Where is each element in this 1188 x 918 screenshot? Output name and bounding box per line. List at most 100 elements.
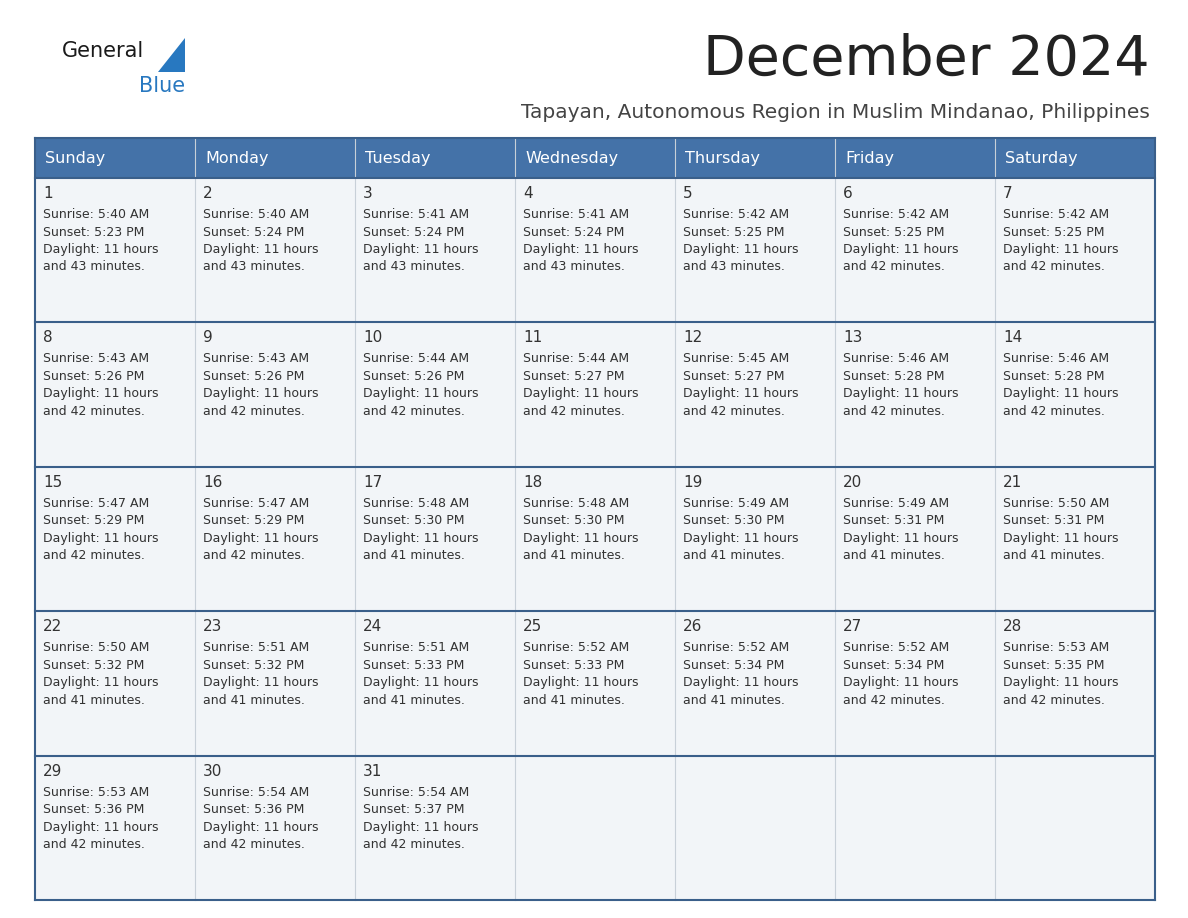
Text: Sunrise: 5:43 AM: Sunrise: 5:43 AM: [203, 353, 309, 365]
Text: Daylight: 11 hours: Daylight: 11 hours: [43, 532, 158, 544]
Text: Daylight: 11 hours: Daylight: 11 hours: [1003, 243, 1118, 256]
Text: Daylight: 11 hours: Daylight: 11 hours: [683, 677, 798, 689]
Bar: [34, 322, 195, 466]
Text: Sunset: 5:24 PM: Sunset: 5:24 PM: [364, 226, 465, 239]
Bar: [34, 138, 195, 178]
Text: 19: 19: [683, 475, 702, 490]
Text: and 42 minutes.: and 42 minutes.: [523, 405, 625, 418]
Text: Wednesday: Wednesday: [525, 151, 618, 165]
Text: 24: 24: [364, 620, 383, 634]
Text: 29: 29: [43, 764, 63, 778]
Text: Sunset: 5:29 PM: Sunset: 5:29 PM: [203, 514, 304, 527]
Text: 28: 28: [1003, 620, 1022, 634]
Text: Daylight: 11 hours: Daylight: 11 hours: [1003, 387, 1118, 400]
Text: 18: 18: [523, 475, 542, 490]
Text: Sunrise: 5:52 AM: Sunrise: 5:52 AM: [523, 641, 630, 655]
Text: Sunset: 5:29 PM: Sunset: 5:29 PM: [43, 514, 145, 527]
Text: and 42 minutes.: and 42 minutes.: [203, 549, 305, 563]
Text: Sunset: 5:35 PM: Sunset: 5:35 PM: [1003, 659, 1105, 672]
Text: Daylight: 11 hours: Daylight: 11 hours: [364, 387, 479, 400]
Bar: [195, 466, 355, 611]
Text: Sunset: 5:26 PM: Sunset: 5:26 PM: [203, 370, 304, 383]
Text: Sunrise: 5:48 AM: Sunrise: 5:48 AM: [364, 497, 469, 509]
Text: and 42 minutes.: and 42 minutes.: [1003, 405, 1105, 418]
Text: and 41 minutes.: and 41 minutes.: [523, 694, 625, 707]
Bar: [996, 178, 1155, 322]
Text: and 42 minutes.: and 42 minutes.: [843, 261, 944, 274]
Text: 2: 2: [203, 186, 213, 201]
Bar: [516, 322, 675, 466]
Text: Sunset: 5:32 PM: Sunset: 5:32 PM: [203, 659, 304, 672]
Bar: [835, 178, 996, 322]
Text: Daylight: 11 hours: Daylight: 11 hours: [683, 532, 798, 544]
Text: Sunset: 5:26 PM: Sunset: 5:26 PM: [364, 370, 465, 383]
Bar: [835, 756, 996, 900]
Text: 30: 30: [203, 764, 222, 778]
Text: Friday: Friday: [845, 151, 895, 165]
Text: Sunset: 5:24 PM: Sunset: 5:24 PM: [203, 226, 304, 239]
Text: and 43 minutes.: and 43 minutes.: [43, 261, 145, 274]
Bar: [355, 466, 516, 611]
Text: and 43 minutes.: and 43 minutes.: [683, 261, 785, 274]
Text: and 41 minutes.: and 41 minutes.: [843, 549, 944, 563]
Polygon shape: [158, 38, 185, 72]
Text: 8: 8: [43, 330, 52, 345]
Text: Daylight: 11 hours: Daylight: 11 hours: [203, 243, 318, 256]
Text: and 43 minutes.: and 43 minutes.: [523, 261, 625, 274]
Text: 27: 27: [843, 620, 862, 634]
Text: Sunrise: 5:48 AM: Sunrise: 5:48 AM: [523, 497, 630, 509]
Bar: [195, 322, 355, 466]
Text: Sunrise: 5:41 AM: Sunrise: 5:41 AM: [364, 208, 469, 221]
Text: Sunrise: 5:44 AM: Sunrise: 5:44 AM: [523, 353, 630, 365]
Text: Sunset: 5:26 PM: Sunset: 5:26 PM: [43, 370, 145, 383]
Text: and 42 minutes.: and 42 minutes.: [203, 405, 305, 418]
Text: Daylight: 11 hours: Daylight: 11 hours: [203, 821, 318, 834]
Bar: [835, 322, 996, 466]
Text: and 43 minutes.: and 43 minutes.: [203, 261, 305, 274]
Text: Sunrise: 5:54 AM: Sunrise: 5:54 AM: [203, 786, 309, 799]
Text: Sunset: 5:34 PM: Sunset: 5:34 PM: [683, 659, 784, 672]
Text: and 42 minutes.: and 42 minutes.: [43, 405, 145, 418]
Bar: [355, 611, 516, 756]
Bar: [996, 138, 1155, 178]
Text: Sunrise: 5:44 AM: Sunrise: 5:44 AM: [364, 353, 469, 365]
Text: 31: 31: [364, 764, 383, 778]
Text: Thursday: Thursday: [685, 151, 760, 165]
Text: 10: 10: [364, 330, 383, 345]
Bar: [355, 322, 516, 466]
Text: Daylight: 11 hours: Daylight: 11 hours: [1003, 532, 1118, 544]
Text: Sunrise: 5:47 AM: Sunrise: 5:47 AM: [43, 497, 150, 509]
Text: Sunrise: 5:42 AM: Sunrise: 5:42 AM: [683, 208, 789, 221]
Text: Daylight: 11 hours: Daylight: 11 hours: [523, 243, 638, 256]
Bar: [835, 611, 996, 756]
Text: and 42 minutes.: and 42 minutes.: [683, 405, 785, 418]
Text: Sunset: 5:27 PM: Sunset: 5:27 PM: [683, 370, 784, 383]
Text: Sunrise: 5:47 AM: Sunrise: 5:47 AM: [203, 497, 309, 509]
Text: 22: 22: [43, 620, 62, 634]
Text: Daylight: 11 hours: Daylight: 11 hours: [683, 243, 798, 256]
Text: 7: 7: [1003, 186, 1012, 201]
Bar: [195, 756, 355, 900]
Text: Daylight: 11 hours: Daylight: 11 hours: [523, 677, 638, 689]
Bar: [996, 611, 1155, 756]
Bar: [675, 466, 835, 611]
Text: and 41 minutes.: and 41 minutes.: [1003, 549, 1105, 563]
Text: Sunrise: 5:53 AM: Sunrise: 5:53 AM: [1003, 641, 1110, 655]
Text: Daylight: 11 hours: Daylight: 11 hours: [364, 821, 479, 834]
Text: Sunset: 5:36 PM: Sunset: 5:36 PM: [43, 803, 145, 816]
Text: Saturday: Saturday: [1005, 151, 1078, 165]
Text: December 2024: December 2024: [703, 33, 1150, 87]
Text: Sunrise: 5:51 AM: Sunrise: 5:51 AM: [203, 641, 309, 655]
Text: Sunset: 5:31 PM: Sunset: 5:31 PM: [843, 514, 944, 527]
Text: 16: 16: [203, 475, 222, 490]
Text: Sunset: 5:37 PM: Sunset: 5:37 PM: [364, 803, 465, 816]
Text: and 42 minutes.: and 42 minutes.: [843, 694, 944, 707]
Text: and 42 minutes.: and 42 minutes.: [1003, 694, 1105, 707]
Text: and 42 minutes.: and 42 minutes.: [364, 405, 465, 418]
Text: Sunset: 5:25 PM: Sunset: 5:25 PM: [1003, 226, 1105, 239]
Text: Daylight: 11 hours: Daylight: 11 hours: [523, 387, 638, 400]
Text: 23: 23: [203, 620, 222, 634]
Bar: [516, 138, 675, 178]
Text: 14: 14: [1003, 330, 1022, 345]
Text: Monday: Monday: [206, 151, 268, 165]
